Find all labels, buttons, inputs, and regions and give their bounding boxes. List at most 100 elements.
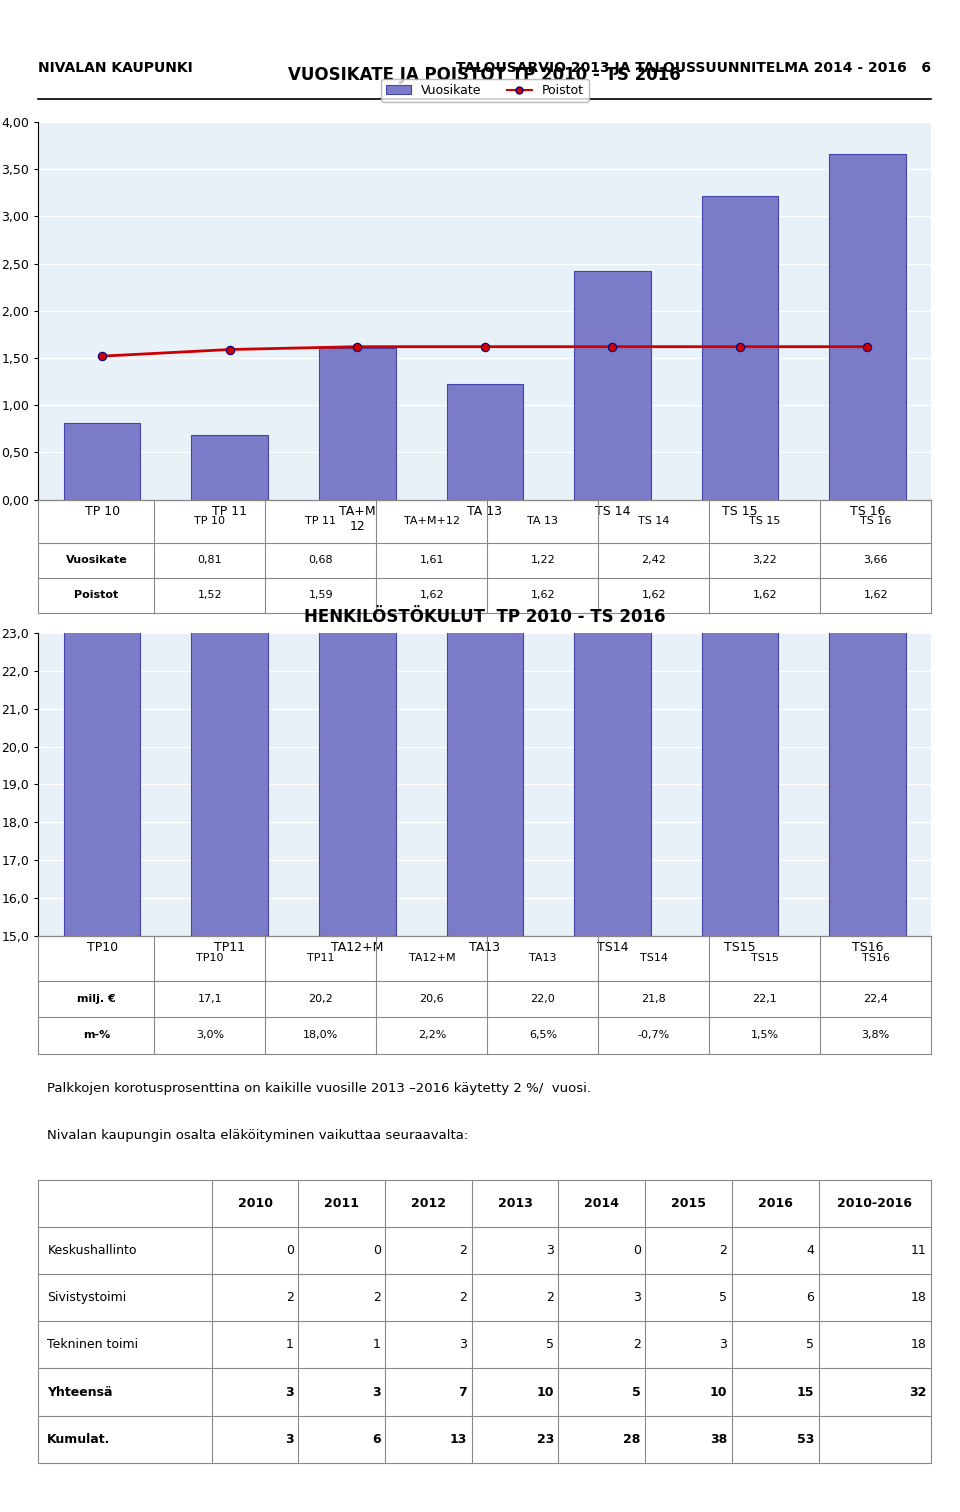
Text: 2: 2: [719, 1244, 728, 1256]
Text: Yhteensä: Yhteensä: [47, 1385, 113, 1399]
Text: Palkkojen korotusprosenttina on kaikille vuosille 2013 –2016 käytetty 2 %/  vuos: Palkkojen korotusprosenttina on kaikille…: [47, 1083, 591, 1095]
Text: TP10: TP10: [196, 953, 224, 963]
Text: TA+M+12: TA+M+12: [404, 516, 460, 526]
Text: TP 10: TP 10: [195, 516, 226, 526]
Text: 2: 2: [372, 1291, 381, 1305]
Text: TS 15: TS 15: [749, 516, 780, 526]
Text: 10: 10: [709, 1385, 728, 1399]
Text: 18,0%: 18,0%: [303, 1030, 339, 1040]
Text: 3,22: 3,22: [753, 555, 778, 565]
Text: 0: 0: [633, 1244, 640, 1256]
Text: Tekninen toimi: Tekninen toimi: [47, 1338, 138, 1352]
Text: 23: 23: [537, 1433, 554, 1445]
Text: TS15: TS15: [751, 953, 779, 963]
Text: 2012: 2012: [411, 1198, 446, 1210]
Text: 1,62: 1,62: [531, 590, 555, 600]
Text: 3: 3: [460, 1338, 468, 1352]
Text: 2,42: 2,42: [641, 555, 666, 565]
Text: 0: 0: [286, 1244, 294, 1256]
Text: TS16: TS16: [862, 953, 890, 963]
Text: 6,5%: 6,5%: [529, 1030, 557, 1040]
Text: 2: 2: [633, 1338, 640, 1352]
Bar: [319, 348, 396, 500]
Text: 1,52: 1,52: [198, 590, 223, 600]
Text: 3: 3: [285, 1385, 294, 1399]
Text: Poistot: Poistot: [74, 590, 118, 600]
Bar: [702, 100, 779, 936]
Text: -0,7%: -0,7%: [637, 1030, 670, 1040]
Text: 6: 6: [806, 1291, 814, 1305]
Bar: [574, 271, 651, 500]
Text: NIVALAN KAUPUNKI: NIVALAN KAUPUNKI: [38, 60, 193, 74]
Text: 0,81: 0,81: [198, 555, 223, 565]
Text: 1,22: 1,22: [531, 555, 555, 565]
Text: 20,2: 20,2: [308, 993, 333, 1004]
Text: 3: 3: [546, 1244, 554, 1256]
Text: 3: 3: [719, 1338, 728, 1352]
Text: 1,62: 1,62: [641, 590, 666, 600]
Bar: [829, 88, 905, 936]
Text: 20,6: 20,6: [420, 993, 444, 1004]
Text: 21,8: 21,8: [641, 993, 666, 1004]
Text: 1,62: 1,62: [420, 590, 444, 600]
Bar: [191, 171, 268, 936]
Text: 18: 18: [911, 1291, 926, 1305]
Text: TA13: TA13: [529, 953, 557, 963]
Text: 0: 0: [372, 1244, 381, 1256]
Legend: Vuosikate, Poistot: Vuosikate, Poistot: [381, 79, 588, 101]
Text: 5: 5: [632, 1385, 640, 1399]
Text: 2: 2: [286, 1291, 294, 1305]
Text: 10: 10: [537, 1385, 554, 1399]
Bar: [64, 423, 140, 500]
Text: 3: 3: [285, 1433, 294, 1445]
Text: 3: 3: [633, 1291, 640, 1305]
Text: 22,1: 22,1: [753, 993, 778, 1004]
Text: Sivistystoimi: Sivistystoimi: [47, 1291, 127, 1305]
Text: 2016: 2016: [757, 1198, 793, 1210]
Text: 18: 18: [911, 1338, 926, 1352]
Text: 2013: 2013: [497, 1198, 533, 1210]
Text: 3,8%: 3,8%: [861, 1030, 890, 1040]
Text: Nivalan kaupungin osalta eläköityminen vaikuttaa seuraavalta:: Nivalan kaupungin osalta eläköityminen v…: [47, 1129, 468, 1142]
Text: 2010-2016: 2010-2016: [837, 1198, 912, 1210]
Title: HENKILÖSTÖKULUT  TP 2010 - TS 2016: HENKILÖSTÖKULUT TP 2010 - TS 2016: [304, 608, 665, 626]
Text: 5: 5: [719, 1291, 728, 1305]
Text: 3: 3: [372, 1385, 381, 1399]
Text: 2011: 2011: [324, 1198, 359, 1210]
Bar: [446, 103, 523, 936]
Text: TS14: TS14: [639, 953, 668, 963]
Text: 15: 15: [797, 1385, 814, 1399]
Text: 3,66: 3,66: [863, 555, 888, 565]
Text: 4: 4: [806, 1244, 814, 1256]
Text: TALOUSARVIO 2013 JA TALOUSSUUNNITELMA 2014 - 2016   6: TALOUSARVIO 2013 JA TALOUSSUUNNITELMA 20…: [456, 60, 931, 74]
Text: 6: 6: [372, 1433, 381, 1445]
Text: 1,59: 1,59: [308, 590, 333, 600]
Bar: [191, 435, 268, 500]
Text: 3,0%: 3,0%: [196, 1030, 224, 1040]
Text: TA12+M: TA12+M: [409, 953, 455, 963]
Text: 2015: 2015: [671, 1198, 706, 1210]
Text: 1,62: 1,62: [863, 590, 888, 600]
Text: 13: 13: [450, 1433, 468, 1445]
Text: 11: 11: [911, 1244, 926, 1256]
Text: TP11: TP11: [307, 953, 335, 963]
Text: 1,61: 1,61: [420, 555, 444, 565]
Text: 53: 53: [797, 1433, 814, 1445]
Text: Kumulat.: Kumulat.: [47, 1433, 110, 1445]
Bar: [702, 195, 779, 500]
Text: 22,0: 22,0: [531, 993, 555, 1004]
Bar: [574, 110, 651, 936]
Bar: [64, 289, 140, 936]
Text: 22,4: 22,4: [863, 993, 888, 1004]
Text: 28: 28: [623, 1433, 640, 1445]
Text: 32: 32: [909, 1385, 926, 1399]
Text: 17,1: 17,1: [198, 993, 223, 1004]
Title: VUOSIKATE JA POISTOT TP 2010 - TS 2016: VUOSIKATE JA POISTOT TP 2010 - TS 2016: [288, 67, 682, 85]
Text: 5: 5: [546, 1338, 554, 1352]
Text: 5: 5: [806, 1338, 814, 1352]
Text: 1: 1: [286, 1338, 294, 1352]
Text: 2014: 2014: [585, 1198, 619, 1210]
Text: 38: 38: [710, 1433, 728, 1445]
Text: 2,2%: 2,2%: [418, 1030, 446, 1040]
Text: TA 13: TA 13: [527, 516, 559, 526]
